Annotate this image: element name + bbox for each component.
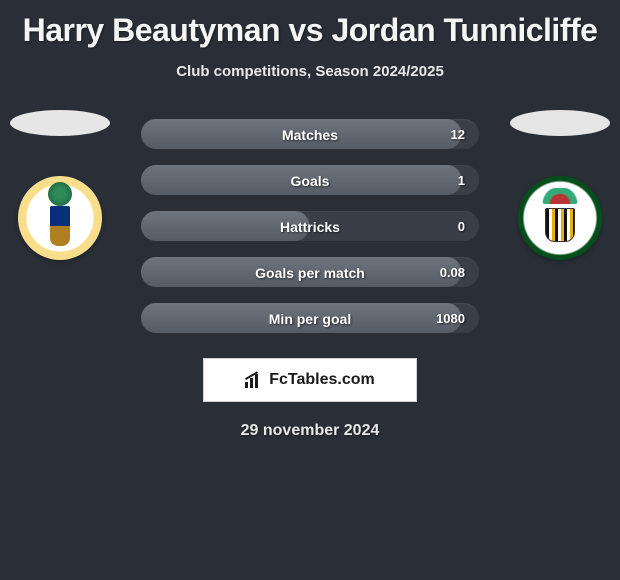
club-logo-right [518, 176, 602, 260]
brand-label: FcTables.com [269, 371, 375, 389]
comparison-panel: Matches12 Goals1 Hattricks0 Goals per match… [0, 118, 620, 440]
subtitle: Club competitions, Season 2024/2025 [0, 63, 620, 80]
stat-value: 12 [451, 119, 465, 151]
stat-value: 0 [458, 211, 465, 243]
chart-icon [245, 372, 263, 388]
stat-row: Matches12 [140, 118, 480, 150]
date-label: 29 november 2024 [0, 422, 620, 440]
stat-row: Hattricks0 [140, 210, 480, 242]
stats-list: Matches12 Goals1 Hattricks0 Goals per match… [140, 118, 480, 334]
stat-value: 1080 [436, 303, 465, 335]
stat-row: Min per goal1080 [140, 302, 480, 334]
player-left-avatar-placeholder [10, 110, 110, 136]
fctables-brand[interactable]: FcTables.com [203, 358, 417, 402]
stat-label: Goals [141, 165, 479, 197]
club-logo-left [18, 176, 102, 260]
page-title: Harry Beautyman vs Jordan Tunnicliffe [0, 0, 620, 49]
player-left [10, 110, 110, 260]
stat-value: 1 [458, 165, 465, 197]
stat-label: Min per goal [141, 303, 479, 335]
stat-label: Matches [141, 119, 479, 151]
stat-value: 0.08 [440, 257, 465, 289]
stat-row: Goals per match0.08 [140, 256, 480, 288]
player-right-avatar-placeholder [510, 110, 610, 136]
stat-label: Goals per match [141, 257, 479, 289]
stat-row: Goals1 [140, 164, 480, 196]
player-right [510, 110, 610, 260]
stat-label: Hattricks [141, 211, 479, 243]
